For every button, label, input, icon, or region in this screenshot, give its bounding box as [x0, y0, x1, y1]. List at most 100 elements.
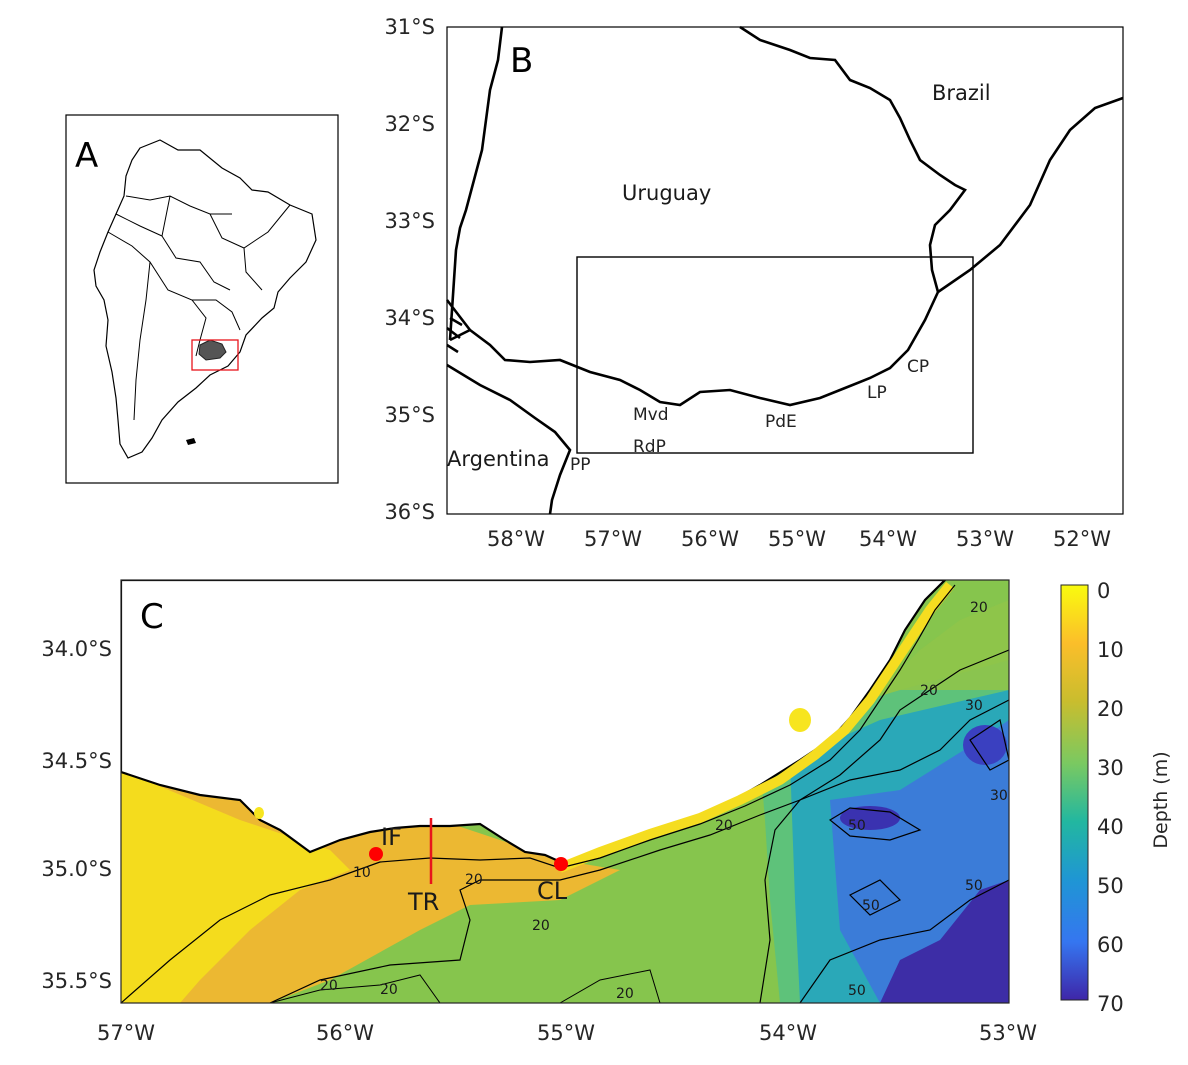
depth-zone-deepest	[880, 880, 1009, 1003]
site-cl-label: CL	[537, 877, 568, 905]
lon-tick: 54°W	[759, 1021, 817, 1045]
uruguay-fill	[198, 339, 227, 361]
lon-tick: 57°W	[584, 527, 642, 551]
panel-c-bathymetry: 10 20 20 20 20 30 30 50 50 50 50 20 20 2…	[41, 579, 1037, 1045]
isobath-30	[759, 699, 1009, 1003]
label-rdp: RdP	[633, 437, 666, 457]
label-argentina: Argentina	[447, 447, 549, 471]
colorbar-tick: 70	[1097, 992, 1124, 1016]
colorbar-tick: 50	[1097, 874, 1124, 898]
isobath-50	[799, 719, 1009, 1003]
label-pde: PdE	[765, 412, 797, 432]
lon-tick: 56°W	[681, 527, 739, 551]
lat-tick: 33°S	[384, 209, 435, 233]
site-if-marker	[369, 847, 383, 861]
panel-c-label: C	[140, 597, 164, 637]
lat-tick: 35.0°S	[41, 857, 112, 881]
contour-label-20: 20	[920, 683, 938, 699]
panel-b-lat-ticks: 31°S 32°S 33°S 34°S 35°S 36°S	[384, 15, 435, 524]
contour-label-30: 30	[990, 788, 1008, 804]
lat-tick: 36°S	[384, 500, 435, 524]
lon-tick: 57°W	[97, 1021, 155, 1045]
contour-label-20: 20	[532, 918, 550, 934]
uruguay-coast	[449, 291, 940, 407]
panel-b-label: B	[510, 41, 533, 81]
lon-tick: 58°W	[487, 527, 545, 551]
colorbar-gradient	[1060, 584, 1089, 1001]
colorbar-tick: 0	[1097, 579, 1110, 603]
lon-tick: 52°W	[1053, 527, 1111, 551]
panel-b-lon-ticks: 58°W 57°W 56°W 55°W 54°W 53°W 52°W	[487, 527, 1111, 551]
uruguay-brazil-border	[448, 26, 504, 341]
colorbar-ticks: 0 10 20 30 40 50 60 70	[1097, 579, 1124, 1016]
south-america-outline	[93, 139, 317, 459]
contour-label-20: 20	[715, 818, 733, 834]
lon-tick: 56°W	[316, 1021, 374, 1045]
panel-b-study-box	[576, 256, 974, 454]
brazil-coast	[937, 96, 1124, 294]
argentina-coast	[445, 299, 572, 515]
country-borders	[107, 195, 291, 421]
lon-tick: 54°W	[859, 527, 917, 551]
lat-tick: 31°S	[384, 15, 435, 39]
site-if-label: IF	[381, 823, 402, 851]
panel-b-coastlines	[445, 25, 1124, 515]
shallow-patch	[789, 708, 811, 732]
label-uruguay: Uruguay	[622, 181, 711, 205]
contour-label-20: 20	[380, 982, 398, 998]
isobath-20	[269, 649, 1009, 1003]
depth-pocket	[963, 725, 1007, 765]
panel-a-region-box	[191, 339, 239, 371]
land-uruguay	[121, 580, 947, 866]
lon-tick: 55°W	[537, 1021, 595, 1045]
transect-label: TR	[407, 888, 439, 916]
brazil-border-north	[739, 25, 967, 293]
contour-label-20: 20	[320, 978, 338, 994]
lon-tick: 55°W	[768, 527, 826, 551]
lat-tick: 32°S	[384, 112, 435, 136]
shallow-patch	[254, 807, 264, 819]
panel-c-lon-ticks: 57°W 56°W 55°W 54°W 53°W	[97, 1021, 1037, 1045]
isobath-20-bottom	[269, 969, 661, 1003]
contour-label-20: 20	[465, 872, 483, 888]
label-cp: CP	[907, 357, 929, 377]
contour-label-10: 10	[353, 865, 371, 881]
lat-tick: 34.0°S	[41, 637, 112, 661]
colorbar-tick: 10	[1097, 638, 1124, 662]
lon-tick: 53°W	[979, 1021, 1037, 1045]
depth-zone-nearshore	[121, 770, 350, 1003]
lat-tick: 35°S	[384, 403, 435, 427]
contour-label-50: 50	[848, 818, 866, 834]
panel-b-place-labels: Brazil Uruguay Argentina PP Mvd RdP PdE …	[447, 81, 991, 475]
contour-label-50: 50	[848, 983, 866, 999]
panel-c-frame	[120, 579, 1010, 1004]
lat-tick: 34.5°S	[41, 749, 112, 773]
coastal-shallow-band	[558, 581, 954, 873]
lat-tick: 34°S	[384, 306, 435, 330]
contour-label-20: 20	[616, 986, 634, 1002]
panel-a-inset-map: A	[65, 114, 339, 484]
shelf-upper-band	[800, 600, 1009, 720]
contour-label-30: 30	[965, 698, 983, 714]
site-cl-marker	[554, 857, 568, 871]
label-pp: PP	[570, 455, 591, 475]
contour-label-50: 50	[862, 898, 880, 914]
colorbar-tick: 20	[1097, 697, 1124, 721]
colorbar-label: Depth (m)	[1150, 751, 1172, 848]
colorbar-tick: 40	[1097, 815, 1124, 839]
isobath-10	[121, 584, 956, 1003]
contour-labels: 10 20 20 20 20 30 30 50 50 50 50 20 20 2…	[320, 600, 1008, 1002]
panel-b-frame	[446, 26, 1124, 515]
panel-b-map: B 31°S 32°S 33°S 34°S 35°S 36°S 58°W 57°…	[384, 15, 1124, 551]
label-lp: LP	[867, 383, 887, 403]
depth-colorbar: 0 10 20 30 40 50 60 70 Depth (m)	[1060, 579, 1172, 1016]
colorbar-tick: 30	[1097, 756, 1124, 780]
falkland-islands	[186, 438, 196, 445]
contour-label-20: 20	[970, 600, 988, 616]
panel-a-label: A	[75, 136, 98, 176]
colorbar-tick: 60	[1097, 933, 1124, 957]
contour-label-50: 50	[965, 878, 983, 894]
parana-delta	[446, 316, 463, 354]
label-mvd: Mvd	[633, 405, 669, 425]
